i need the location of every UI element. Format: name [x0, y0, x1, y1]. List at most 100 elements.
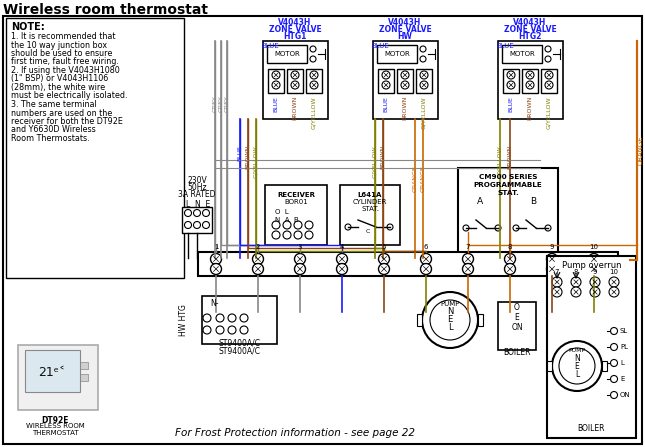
- Circle shape: [252, 263, 264, 274]
- Text: O  L: O L: [275, 209, 289, 215]
- Text: 230V: 230V: [187, 176, 207, 185]
- Text: E: E: [448, 315, 453, 324]
- Circle shape: [337, 253, 348, 265]
- Circle shape: [283, 231, 291, 239]
- Bar: [78, 362, 88, 369]
- Circle shape: [294, 221, 302, 229]
- Text: A: A: [477, 197, 483, 206]
- Text: L641A: L641A: [358, 192, 382, 198]
- Bar: [498, 41, 563, 119]
- Circle shape: [387, 224, 393, 230]
- Text: ZONE VALVE: ZONE VALVE: [504, 25, 557, 34]
- Circle shape: [184, 210, 192, 216]
- Bar: [306, 69, 322, 93]
- Circle shape: [291, 81, 299, 89]
- Circle shape: [588, 253, 599, 265]
- Text: V4043H: V4043H: [278, 18, 312, 27]
- Text: NOTE:: NOTE:: [11, 22, 45, 32]
- Text: GREY: GREY: [219, 95, 224, 112]
- Circle shape: [609, 277, 619, 287]
- Text: ZONE VALVE: ZONE VALVE: [379, 25, 432, 34]
- Text: For Frost Protection information - see page 22: For Frost Protection information - see p…: [175, 428, 415, 438]
- Bar: [267, 45, 307, 63]
- Text: 3. The same terminal: 3. The same terminal: [11, 100, 97, 109]
- Text: BLUE: BLUE: [261, 43, 279, 49]
- Text: PROGRAMMABLE: PROGRAMMABLE: [473, 182, 542, 188]
- Text: 2. If using the V4043H1080: 2. If using the V4043H1080: [11, 66, 120, 75]
- Circle shape: [294, 231, 302, 239]
- Circle shape: [526, 71, 534, 79]
- Text: ORANGE: ORANGE: [421, 165, 426, 192]
- Circle shape: [421, 253, 432, 265]
- Circle shape: [552, 287, 562, 297]
- Text: ZONE VALVE: ZONE VALVE: [268, 25, 321, 34]
- Circle shape: [382, 71, 390, 79]
- Text: 3: 3: [298, 244, 303, 250]
- Text: must be electrically isolated.: must be electrically isolated.: [11, 92, 128, 101]
- Text: ORANGE: ORANGE: [413, 165, 417, 192]
- Circle shape: [379, 253, 390, 265]
- Circle shape: [588, 263, 599, 274]
- Text: Room Thermostats.: Room Thermostats.: [11, 134, 90, 143]
- Bar: [502, 45, 542, 63]
- Bar: [287, 69, 303, 93]
- Bar: [25, 350, 80, 392]
- Circle shape: [420, 46, 426, 52]
- Text: BROWN: BROWN: [528, 96, 533, 120]
- Circle shape: [401, 81, 409, 89]
- Circle shape: [420, 71, 428, 79]
- Bar: [498, 302, 536, 350]
- Bar: [268, 69, 284, 93]
- Text: 6: 6: [424, 244, 428, 250]
- Circle shape: [272, 81, 280, 89]
- Text: BLUE: BLUE: [508, 96, 513, 112]
- Circle shape: [546, 253, 557, 265]
- Circle shape: [504, 263, 515, 274]
- Text: V4043H: V4043H: [513, 18, 547, 27]
- Text: SL: SL: [620, 328, 628, 334]
- Text: first time, fault free wiring.: first time, fault free wiring.: [11, 58, 119, 67]
- Text: G/YELLOW: G/YELLOW: [497, 145, 502, 177]
- Text: STAT.: STAT.: [497, 190, 519, 196]
- Circle shape: [283, 221, 291, 229]
- Bar: [547, 361, 552, 371]
- Circle shape: [545, 81, 553, 89]
- Text: 4: 4: [340, 244, 344, 250]
- Text: L: L: [620, 360, 624, 366]
- Bar: [18, 345, 98, 410]
- Text: RECEIVER: RECEIVER: [277, 192, 315, 198]
- Bar: [198, 252, 618, 276]
- Circle shape: [526, 81, 534, 89]
- Circle shape: [272, 221, 280, 229]
- Circle shape: [571, 277, 581, 287]
- Bar: [416, 69, 432, 93]
- Text: should be used to ensure: should be used to ensure: [11, 49, 112, 58]
- Bar: [378, 69, 394, 93]
- Circle shape: [545, 71, 553, 79]
- Text: STAT.: STAT.: [361, 206, 379, 212]
- Text: 2: 2: [256, 244, 260, 250]
- Circle shape: [420, 56, 426, 62]
- Text: L: L: [575, 370, 579, 379]
- Circle shape: [420, 81, 428, 89]
- Text: G/YELLOW: G/YELLOW: [253, 145, 259, 177]
- Circle shape: [590, 287, 600, 297]
- Bar: [263, 41, 328, 119]
- Bar: [458, 168, 558, 256]
- Circle shape: [240, 326, 248, 334]
- Bar: [522, 69, 538, 93]
- Circle shape: [272, 71, 280, 79]
- Circle shape: [210, 263, 221, 274]
- Text: G/YELLOW: G/YELLOW: [421, 96, 426, 129]
- Bar: [182, 207, 212, 233]
- Text: E: E: [620, 376, 624, 382]
- Circle shape: [401, 71, 409, 79]
- Text: ST9400A/C: ST9400A/C: [219, 338, 261, 347]
- Bar: [340, 185, 400, 245]
- Text: 1: 1: [213, 244, 218, 250]
- Text: DT92E: DT92E: [41, 416, 69, 425]
- Circle shape: [216, 314, 224, 322]
- Text: PUMP: PUMP: [441, 301, 460, 307]
- Circle shape: [571, 287, 581, 297]
- Circle shape: [252, 253, 264, 265]
